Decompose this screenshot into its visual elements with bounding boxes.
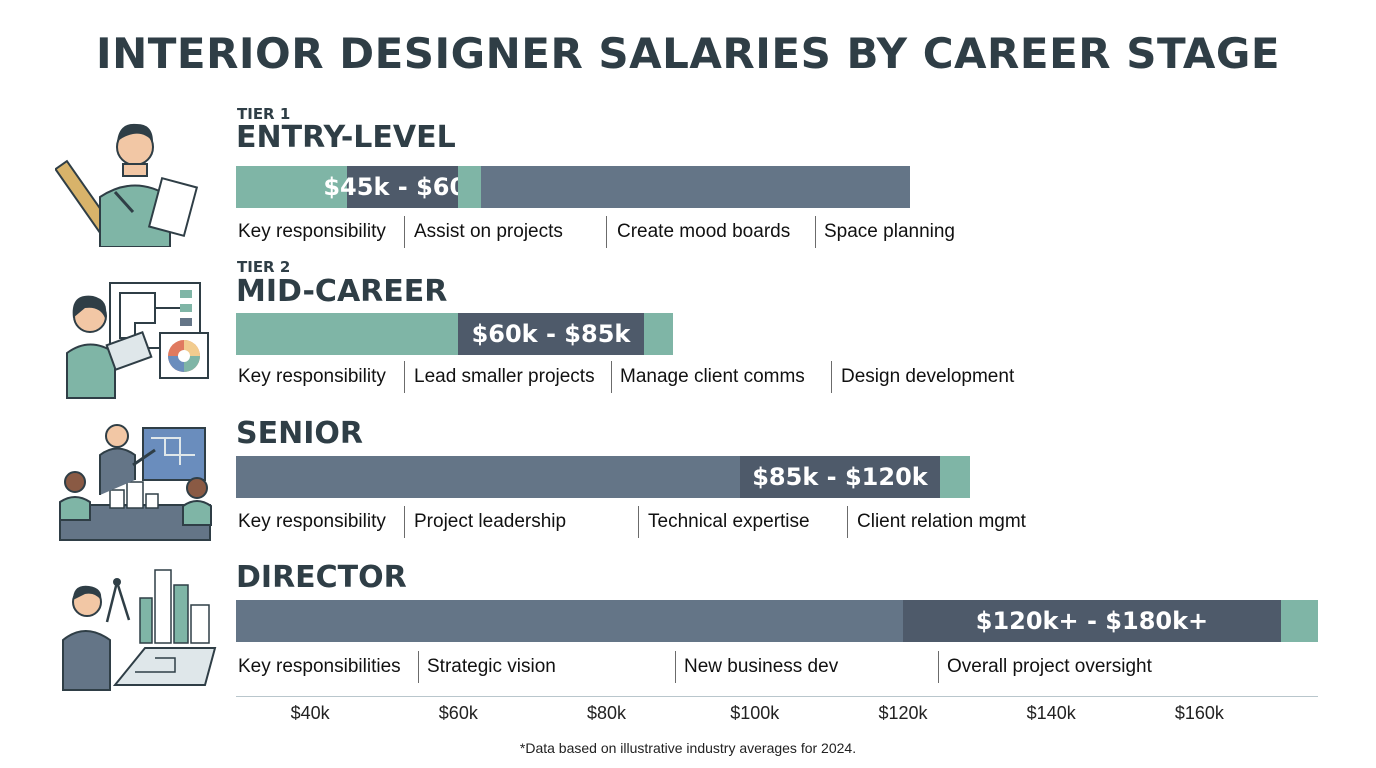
tier-name: ENTRY-LEVEL	[236, 120, 456, 155]
separator	[418, 651, 419, 683]
bar-segment-teal	[643, 313, 674, 355]
x-tick-label: $80k	[587, 703, 627, 723]
team-meeting-with-model-icon	[55, 410, 220, 545]
separator	[831, 361, 832, 393]
bar-segment-slate	[236, 600, 903, 642]
separator	[404, 216, 405, 248]
separator	[638, 506, 639, 538]
salary-range-label: $45k - $60k	[323, 173, 483, 201]
responsibility-item: Overall project oversight	[947, 656, 1152, 677]
responsibilities-heading: Key responsibility	[238, 511, 386, 532]
director-with-compass-and-city-icon	[55, 560, 220, 695]
responsibility-item: Technical expertise	[648, 511, 810, 532]
responsibilities-heading: Key responsibility	[238, 221, 386, 242]
page-title: INTERIOR DESIGNER SALARIES BY CAREER STA…	[95, 29, 1281, 78]
separator	[675, 651, 676, 683]
bar-segment-teal	[1280, 600, 1318, 642]
tier-number: TIER 2	[237, 258, 291, 276]
separator	[404, 506, 405, 538]
salary-range-label: $60k - $85k	[471, 320, 631, 348]
separator	[847, 506, 848, 538]
responsibility-item: Design development	[841, 366, 1015, 387]
salary-range-segment: $60k - $85k	[458, 313, 644, 355]
x-tick-label: $40k	[290, 703, 330, 723]
separator	[815, 216, 816, 248]
responsibility-item: Strategic vision	[427, 656, 556, 677]
responsibility-item: Project leadership	[414, 511, 567, 532]
salary-range-segment: $120k+ - $180k+	[902, 600, 1281, 642]
responsibility-item: Manage client comms	[620, 366, 805, 387]
responsibility-item: Lead smaller projects	[414, 366, 595, 387]
responsibilities-row: Key responsibility Assist on projects Cr…	[0, 215, 1376, 249]
x-axis-line	[236, 696, 1318, 697]
separator	[938, 651, 939, 683]
bar-segment-teal	[458, 166, 481, 208]
x-tick-label: $160k	[1174, 703, 1224, 723]
designer-with-ruler-and-sketchpad-icon	[54, 112, 220, 249]
separator	[606, 216, 607, 248]
bar-segment-teal	[236, 166, 348, 208]
responsibilities-heading: Key responsibilities	[238, 656, 401, 677]
responsibilities-row: Key responsibilities Strategic vision Ne…	[0, 650, 1376, 684]
x-tick-label: $100k	[730, 703, 780, 723]
salary-range-label: $85k - $120k	[752, 463, 928, 491]
x-tick-label: $140k	[1026, 703, 1076, 723]
responsibility-item: Assist on projects	[414, 221, 563, 242]
separator	[611, 361, 612, 393]
responsibility-item: Client relation mgmt	[857, 511, 1026, 532]
responsibilities-heading: Key responsibility	[238, 366, 386, 387]
designer-with-tablet-and-floorplan-icon	[55, 268, 220, 403]
x-tick-label: $60k	[438, 703, 478, 723]
tier-name: DIRECTOR	[236, 560, 407, 595]
responsibility-item: Create mood boards	[617, 221, 791, 242]
responsibility-item: New business dev	[684, 656, 839, 677]
tier-name: SENIOR	[236, 416, 363, 451]
salary-range-label: $120k+ - $180k+	[975, 607, 1209, 635]
salary-range-segment: $85k - $120k	[739, 456, 941, 498]
responsibility-item: Space planning	[824, 221, 955, 242]
tier-name: MID-CAREER	[236, 274, 448, 309]
separator	[404, 361, 405, 393]
footnote: *Data based on illustrative industry ave…	[519, 740, 857, 756]
responsibilities-row: Key responsibility Lead smaller projects…	[0, 360, 1376, 394]
responsibilities-row: Key responsibility Project leadership Te…	[0, 505, 1376, 539]
bar-segment-teal	[236, 313, 459, 355]
bar-segment-slate	[480, 166, 911, 208]
x-tick-label: $120k	[878, 703, 928, 723]
bar-segment-slate	[236, 456, 740, 498]
salary-range-segment: $45k - $60k	[323, 166, 482, 208]
tier-number: TIER 1	[237, 105, 291, 123]
bar-segment-teal	[940, 456, 970, 498]
